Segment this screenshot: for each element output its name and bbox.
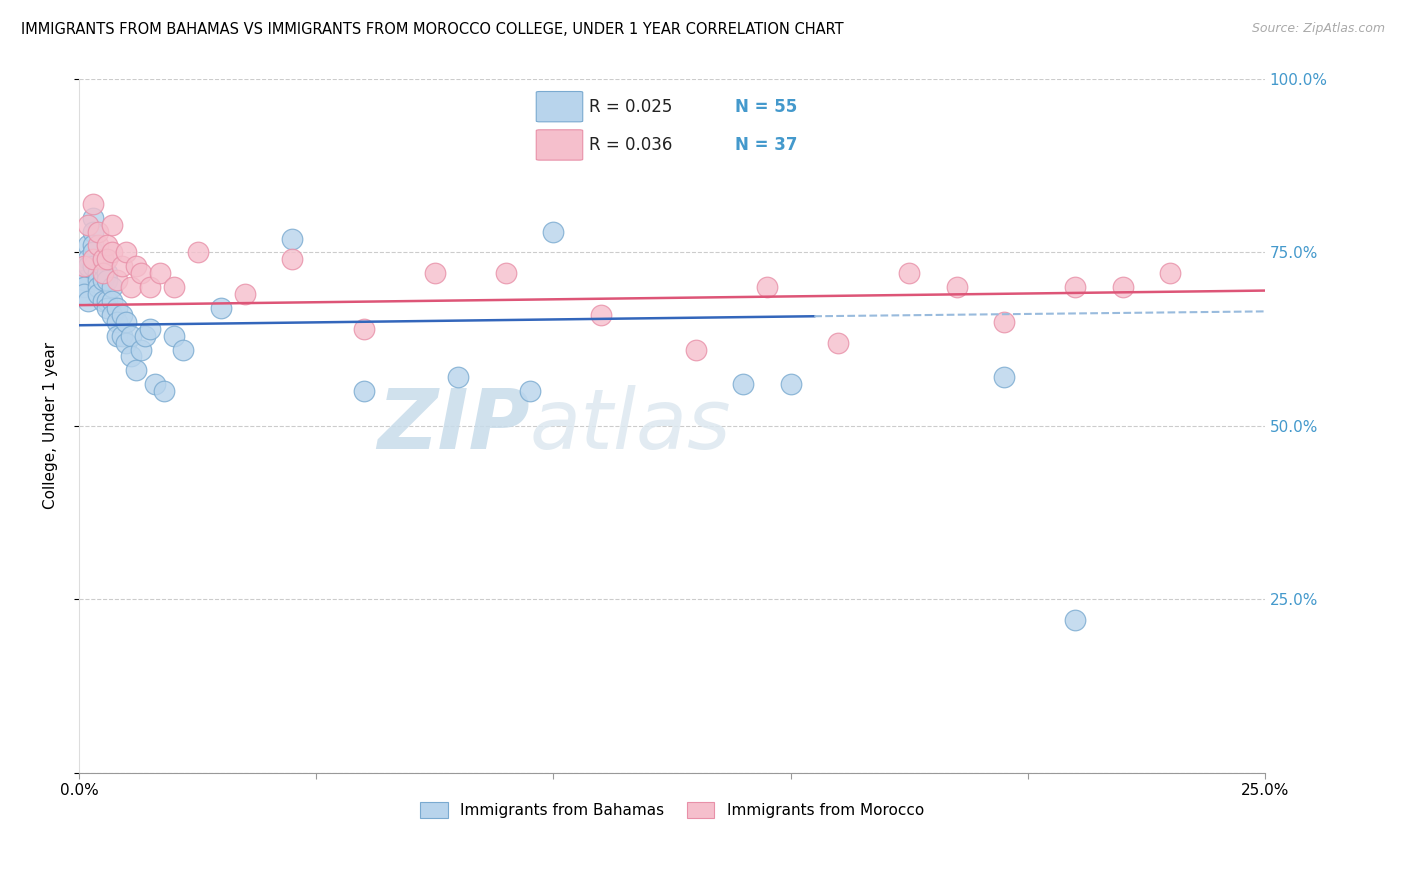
Point [115, 315, 138, 329]
Point [187, 245, 209, 260]
Point [77, 260, 100, 274]
Point [105, 273, 128, 287]
Point [115, 245, 138, 260]
Point [134, 328, 156, 343]
Point [96, 238, 118, 252]
Point [77, 293, 100, 308]
Point [120, 350, 142, 364]
Point [105, 328, 128, 343]
Point [1159, 266, 1181, 280]
Point [91, 266, 114, 280]
Point [129, 343, 152, 357]
Point [77, 218, 100, 232]
Point [1064, 280, 1087, 294]
Point [87, 225, 110, 239]
Point [281, 252, 304, 267]
Point [87, 287, 110, 301]
Point [111, 328, 134, 343]
Point [827, 335, 849, 350]
Point [353, 322, 375, 336]
Point [163, 280, 186, 294]
Point [120, 328, 142, 343]
Point [447, 370, 470, 384]
Point [73, 273, 96, 287]
Point [91, 260, 114, 274]
Text: atlas: atlas [530, 385, 731, 467]
Text: Source: ZipAtlas.com: Source: ZipAtlas.com [1251, 22, 1385, 36]
Point [115, 335, 138, 350]
Point [96, 252, 118, 267]
Point [172, 343, 194, 357]
Point [125, 363, 148, 377]
Point [993, 370, 1015, 384]
Point [1064, 613, 1087, 627]
Point [101, 218, 124, 232]
Point [82, 260, 104, 274]
Point [91, 273, 114, 287]
Point [139, 280, 162, 294]
Point [125, 260, 148, 274]
Point [87, 280, 110, 294]
Text: ZIP: ZIP [377, 385, 530, 467]
Point [423, 266, 446, 280]
Point [73, 280, 96, 294]
Y-axis label: College, Under 1 year: College, Under 1 year [44, 343, 58, 509]
Point [91, 293, 114, 308]
Point [77, 252, 100, 267]
Point [87, 273, 110, 287]
Point [91, 252, 114, 267]
Point [73, 287, 96, 301]
Point [96, 301, 118, 315]
Point [139, 322, 162, 336]
Point [233, 287, 256, 301]
Point [96, 293, 118, 308]
Point [105, 315, 128, 329]
Point [111, 260, 134, 274]
Point [87, 238, 110, 252]
Point [101, 280, 124, 294]
Point [73, 266, 96, 280]
Point [898, 266, 921, 280]
Point [353, 384, 375, 399]
Point [105, 301, 128, 315]
Point [87, 266, 110, 280]
Point [101, 308, 124, 322]
Legend: Immigrants from Bahamas, Immigrants from Morocco: Immigrants from Bahamas, Immigrants from… [413, 796, 929, 824]
Point [143, 377, 166, 392]
Point [163, 328, 186, 343]
Text: IMMIGRANTS FROM BAHAMAS VS IMMIGRANTS FROM MOROCCO COLLEGE, UNDER 1 YEAR CORRELA: IMMIGRANTS FROM BAHAMAS VS IMMIGRANTS FR… [21, 22, 844, 37]
Point [589, 308, 612, 322]
Point [73, 260, 96, 274]
Point [96, 273, 118, 287]
Point [101, 293, 124, 308]
Point [519, 384, 541, 399]
Point [1111, 280, 1133, 294]
Point [755, 280, 778, 294]
Point [149, 266, 172, 280]
Point [945, 280, 967, 294]
Point [96, 266, 118, 280]
Point [281, 231, 304, 245]
Point [731, 377, 754, 392]
Point [82, 197, 104, 211]
Point [209, 301, 232, 315]
Point [495, 266, 517, 280]
Point [91, 252, 114, 267]
Point [82, 211, 104, 225]
Point [120, 280, 142, 294]
Point [129, 266, 152, 280]
Point [779, 377, 801, 392]
Point [82, 225, 104, 239]
Point [82, 238, 104, 252]
Point [543, 225, 565, 239]
Point [82, 252, 104, 267]
Point [101, 245, 124, 260]
Point [993, 315, 1015, 329]
Point [685, 343, 707, 357]
Point [111, 308, 134, 322]
Point [82, 245, 104, 260]
Point [77, 238, 100, 252]
Point [153, 384, 176, 399]
